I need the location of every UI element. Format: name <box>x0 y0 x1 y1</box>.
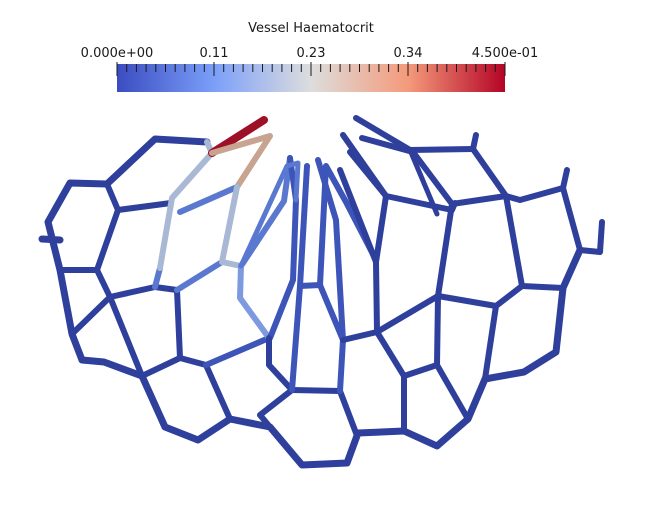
colorbar-minor-ticks <box>116 62 506 76</box>
vessel-segment <box>139 355 209 379</box>
vessel-segment <box>209 133 273 190</box>
vessel-segment <box>157 139 215 271</box>
vessel-segment <box>107 284 180 300</box>
vessel-segment <box>374 293 441 335</box>
colorbar-tick-label-max: 4.500e-01 <box>472 46 538 61</box>
vessel-segment <box>449 193 509 207</box>
vessel-segment <box>203 335 272 368</box>
vessel-segment <box>237 263 272 341</box>
vessel-segment <box>340 329 407 434</box>
vessel-network <box>38 115 605 469</box>
colorbar: Vessel Haematocrit 0.000e+00 0.11 0.23 0… <box>81 21 539 92</box>
vessel-segment <box>177 184 240 215</box>
vessel-segment <box>407 147 440 217</box>
colorbar-tick-label-min: 0.000e+00 <box>81 46 154 61</box>
vessel-segment <box>267 155 299 341</box>
colorbar-tick-label-2: 0.11 <box>200 46 229 61</box>
vessel-segment <box>297 163 310 289</box>
vessel-segment <box>203 362 233 422</box>
vessel-segment <box>289 387 359 436</box>
vessel-segment <box>560 185 583 253</box>
vessel-segment <box>353 115 476 153</box>
vessel-segment <box>152 265 163 290</box>
colorbar-tick-label-3: 0.23 <box>297 46 326 61</box>
vessel-segment <box>435 283 525 309</box>
vessel-segment <box>107 294 145 379</box>
vessel-segment <box>470 146 570 203</box>
vessel-segment <box>289 282 346 394</box>
vessel-segment <box>337 167 380 335</box>
vessel-segment <box>315 157 346 343</box>
vessel-segment <box>69 267 113 337</box>
colorbar-tick-label-4: 0.34 <box>394 46 423 61</box>
vessel-segment <box>115 200 174 213</box>
vessel-segment <box>257 335 295 430</box>
vessel-segment <box>174 287 183 361</box>
vessel-segment <box>359 135 455 299</box>
vessel-segment <box>503 193 566 291</box>
vessel-segment <box>238 155 293 269</box>
vessel-segment <box>482 303 499 382</box>
vessel-segment <box>38 235 64 244</box>
colorbar-tick-labels: 0.000e+00 0.11 0.23 0.34 4.500e-01 <box>81 46 539 61</box>
vessel-segment <box>577 219 605 255</box>
vessel-segment <box>219 184 244 269</box>
vessel-segment <box>434 362 471 422</box>
colorbar-title: Vessel Haematocrit <box>248 21 374 36</box>
vessel-segment <box>57 181 121 273</box>
vessel-segment <box>238 160 301 269</box>
vessel-segment <box>174 259 225 293</box>
